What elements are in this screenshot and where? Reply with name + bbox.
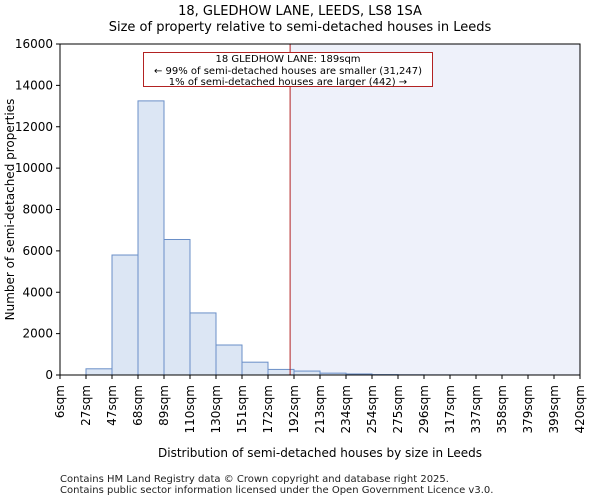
x-tick-label: 399sqm [547,385,561,433]
x-tick-label: 6sqm [53,385,67,418]
x-tick-label: 358sqm [495,385,509,433]
chart-title: 18, GLEDHOW LANE, LEEDS, LS8 1SA [178,4,422,19]
x-tick-label: 296sqm [417,385,431,433]
y-tick-label: 0 [45,368,53,382]
x-tick-label: 27sqm [79,385,93,426]
annotation-line-1: 18 GLEDHOW LANE: 189sqm [215,54,361,65]
y-tick-label: 10000 [15,161,53,175]
x-tick-label: 47sqm [105,385,119,426]
x-tick-label: 68sqm [131,385,145,426]
x-tick-label: 151sqm [235,385,249,433]
y-tick-label: 8000 [22,203,53,217]
x-tick-label: 172sqm [261,385,275,433]
x-tick-label: 234sqm [339,385,353,433]
y-tick-label: 14000 [15,78,53,92]
footer-line-1: Contains HM Land Registry data © Crown c… [60,474,449,485]
bar [137,100,165,376]
x-tick-label: 420sqm [573,385,587,433]
bar [293,370,321,376]
x-tick-label: 213sqm [313,385,327,433]
y-tick-label: 16000 [15,37,53,51]
x-tick-label: 317sqm [443,385,457,433]
x-tick-label: 379sqm [521,385,535,433]
y-tick-label: 6000 [22,244,53,258]
bar [215,344,243,376]
y-tick-label: 12000 [15,120,53,134]
footer-line-2: Contains public sector information licen… [60,485,494,496]
bars [85,100,581,376]
chart-subtitle: Size of property relative to semi-detach… [108,20,492,35]
x-tick-label: 337sqm [469,385,483,433]
bar [111,254,139,376]
larger-region-shade [290,44,580,375]
bar [85,368,113,376]
bar [163,238,191,376]
annotation-line-2: ← 99% of semi-detached houses are smalle… [153,65,423,77]
y-tick-label: 2000 [22,327,53,341]
annotation-line-3: 1% of semi-detached houses are larger (4… [168,77,408,88]
x-axis-label: Distribution of semi-detached houses by … [158,446,482,460]
x-tick-label: 130sqm [209,385,223,433]
x-tick-label: 275sqm [391,385,405,433]
y-tick-label: 4000 [22,285,53,299]
x-tick-label: 254sqm [365,385,379,433]
bar [241,361,269,376]
bar [189,312,217,376]
x-tick-label: 192sqm [287,385,301,433]
x-tick-label: 110sqm [183,385,197,433]
y-axis-label: Number of semi-detached properties [3,99,17,321]
x-tick-label: 89sqm [157,385,171,426]
x-axis: 6sqm 27sqm 47sqm 68sqm 89sqm 110sqm 130sqm 151s… [53,375,587,433]
annotation-box: 18 GLEDHOW LANE: 189sqm ← 99% of semi-de… [143,52,433,88]
y-axis: 0 2000 4000 6000 8000 10000 12000 14000 16000 [15,37,60,382]
